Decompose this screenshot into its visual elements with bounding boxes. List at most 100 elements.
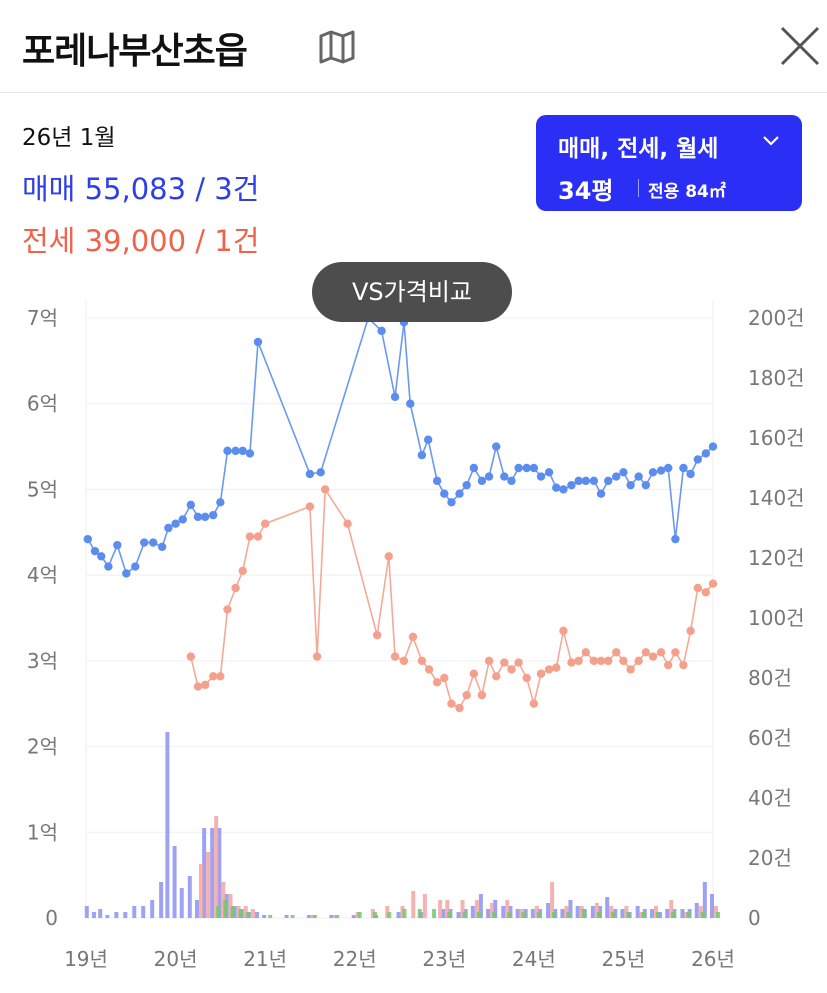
sale-price-point xyxy=(193,512,203,522)
sale-price-point xyxy=(589,476,599,486)
sale-price-point xyxy=(626,480,635,490)
sale-volume-bar xyxy=(187,876,192,918)
x-tick-label: 20년 xyxy=(154,947,198,971)
sale-volume-bar xyxy=(98,909,103,918)
jeonse-price-point xyxy=(619,656,628,666)
jeonse-volume-bar xyxy=(198,864,203,918)
sale-price-point xyxy=(492,442,501,451)
sale-price-point xyxy=(529,463,539,473)
chevron-down-icon xyxy=(763,136,779,146)
sale-price-point xyxy=(567,480,576,490)
jeonse-price-point xyxy=(536,669,546,678)
rent-volume-bar xyxy=(552,912,557,918)
rent-volume-bar xyxy=(245,912,250,918)
sale-volume-bar xyxy=(141,906,146,918)
sale-price-point xyxy=(679,463,688,473)
sale-volume-bar xyxy=(710,894,714,918)
sale-price-point xyxy=(612,472,621,481)
jeonse-volume-bar xyxy=(438,900,443,918)
sale-volume-bar xyxy=(665,909,670,918)
sale-price-point xyxy=(440,489,449,498)
rent-volume-bar xyxy=(476,912,481,918)
sale-volume-bar xyxy=(105,915,110,918)
sale-volume-bar xyxy=(262,915,267,918)
rent-volume-bar xyxy=(417,909,422,918)
sale-price-point xyxy=(122,569,131,578)
rent-volume-bar xyxy=(432,909,437,918)
deal-type-filter-button[interactable]: 매매, 전세, 월세 34평 전용 84㎡ xyxy=(536,115,802,211)
page-title: 포레나부산초읍 xyxy=(22,31,248,72)
sale-price-point xyxy=(164,523,173,533)
sale-price-point xyxy=(238,446,247,456)
axis-ticks: 0 1억 2억 3억 4억 5억 6억 7억 0 20건 40건 60건 80건 100건 120건 140건… xyxy=(27,306,805,971)
jeonse-volume-bar xyxy=(474,900,479,918)
sale-price-point xyxy=(596,489,606,498)
sale-volume-bar xyxy=(560,909,565,918)
vs-compare-button[interactable]: VS가격비교 xyxy=(312,262,512,322)
jeonse-price-point xyxy=(238,566,247,576)
y-right-tick-label: 180건 xyxy=(748,366,805,390)
sale-volume-bar xyxy=(702,882,707,918)
rent-volume-bar xyxy=(716,912,720,918)
sale-price-point xyxy=(200,512,210,522)
sale-price-point xyxy=(131,562,140,571)
sale-price-point xyxy=(559,485,568,494)
rent-volume-bar xyxy=(357,912,362,918)
chart-grid xyxy=(85,300,714,919)
jeonse-price-point xyxy=(462,690,471,700)
sale-price-point xyxy=(477,476,487,486)
jeonse-price-point xyxy=(399,656,409,666)
sale-volume-bar xyxy=(605,897,610,918)
jeonse-price-point xyxy=(245,532,255,541)
sale-volume-bar xyxy=(680,909,685,918)
sale-price-point xyxy=(500,472,509,481)
rent-volume-bar xyxy=(536,912,541,918)
jeonse-price-point xyxy=(559,626,568,636)
close-icon[interactable] xyxy=(776,22,824,70)
jeonse-volume-bar xyxy=(411,891,416,918)
jeonse-price-point xyxy=(686,626,695,636)
sale-volume-bar xyxy=(613,909,618,918)
rent-volume-bar xyxy=(290,915,295,918)
sale-volume-bar xyxy=(635,906,640,918)
jeonse-price-point xyxy=(253,532,263,541)
jeonse-price-point xyxy=(492,672,501,681)
rent-volume-bar xyxy=(492,912,497,918)
volume-bars xyxy=(84,732,720,918)
x-tick-label: 26년 xyxy=(691,947,735,971)
sale-price-point xyxy=(390,392,400,402)
sale-price-point xyxy=(686,469,695,479)
jeonse-price-point xyxy=(626,665,635,674)
jeonse-price-point xyxy=(447,699,456,708)
price-lines xyxy=(83,313,718,713)
sale-volume-bar xyxy=(396,912,401,918)
sale-volume-bar xyxy=(649,909,654,918)
sale-volume-bar xyxy=(501,906,506,918)
jeonse-price-point xyxy=(208,672,218,681)
sale-price-point xyxy=(90,546,100,556)
sale-volume-bar xyxy=(91,912,96,918)
rent-volume-bar xyxy=(312,915,317,918)
sale-price-point xyxy=(432,476,442,486)
sale-price-point xyxy=(140,538,149,547)
jeonse-price-point xyxy=(477,690,487,700)
jeonse-volume-bar xyxy=(214,816,219,918)
size-label: 34평 xyxy=(558,177,614,205)
sale-price-point xyxy=(693,455,702,464)
jeonse-price-point xyxy=(589,656,599,666)
sale-price-point xyxy=(484,472,494,481)
sale-volume-bar xyxy=(159,882,164,918)
jeonse-price-point xyxy=(671,648,680,657)
sale-price-point xyxy=(656,466,666,475)
y-right-tick-label: 200건 xyxy=(748,306,805,330)
divider xyxy=(638,179,639,197)
sale-price-point xyxy=(455,489,464,498)
sale-volume-bar xyxy=(306,915,311,918)
jeonse-volume-bar xyxy=(594,903,599,918)
sale-volume-bar xyxy=(658,912,663,918)
y-left-tick-label: 0 xyxy=(45,906,58,930)
jeonse-volume-bar xyxy=(422,894,427,918)
map-icon[interactable] xyxy=(318,30,356,64)
jeonse-price-point xyxy=(567,658,576,667)
jeonse-price-point xyxy=(507,665,516,674)
